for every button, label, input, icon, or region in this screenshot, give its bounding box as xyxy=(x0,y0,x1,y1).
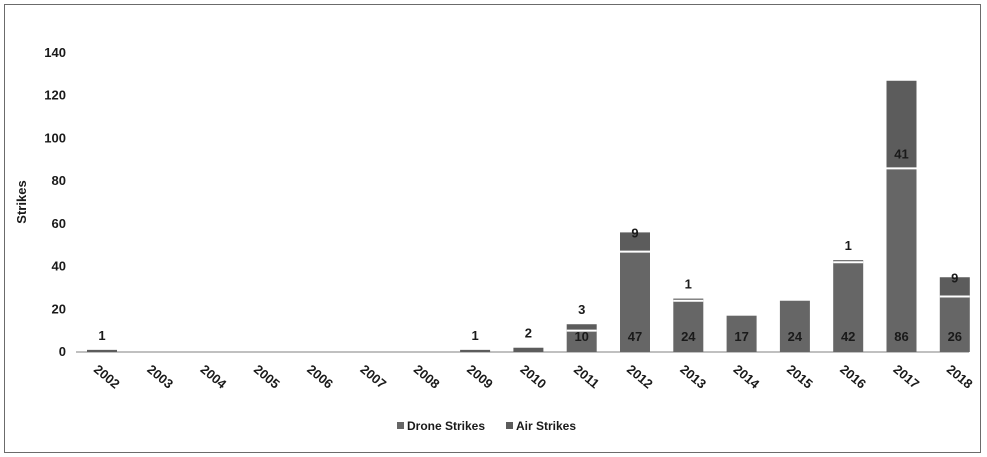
data-label-drone: 17 xyxy=(734,329,748,344)
x-axis-ticks: 2002 2003 2004 2005 2006 2007 2008 2009 2010 2011… xyxy=(91,362,976,393)
data-label-drone: 86 xyxy=(894,329,908,344)
data-label-drone: 24 xyxy=(681,329,696,344)
y-tick-label: 0 xyxy=(59,344,66,359)
y-tick-label: 120 xyxy=(44,88,66,103)
y-tick-label: 40 xyxy=(52,259,66,274)
bar-air-strikes xyxy=(87,349,117,352)
x-tick-label: 2016 xyxy=(837,362,869,392)
bar-drone-strikes xyxy=(673,300,704,352)
data-label-air: 9 xyxy=(631,225,638,240)
bar-air-strikes xyxy=(886,80,917,169)
data-label-drone: 10 xyxy=(574,329,588,344)
x-tick-label: 2005 xyxy=(251,362,283,392)
data-label-air: 3 xyxy=(578,302,585,317)
data-label-drone: 42 xyxy=(841,329,855,344)
y-tick-label: 100 xyxy=(44,130,66,145)
bar-air-strikes xyxy=(513,347,544,352)
data-label-air: 1 xyxy=(98,328,105,343)
y-axis-label: Strikes xyxy=(14,180,29,223)
bar-drone-strikes xyxy=(726,315,757,352)
y-tick-label: 60 xyxy=(52,216,66,231)
y-axis-ticks: 0 20 40 60 80 100 120 140 xyxy=(44,45,66,359)
y-tick-label: 140 xyxy=(44,45,66,60)
x-tick-label: 2004 xyxy=(198,362,230,393)
legend-label-drone: Drone Strikes xyxy=(407,419,485,433)
data-label-air: 2 xyxy=(525,326,532,341)
bar-air-strikes xyxy=(939,277,970,297)
x-tick-label: 2009 xyxy=(464,362,496,392)
data-label-air: 9 xyxy=(951,270,958,285)
legend-swatch-air xyxy=(506,422,513,429)
chart-frame xyxy=(4,4,981,453)
data-label-air: 1 xyxy=(845,238,852,253)
x-tick-label: 2017 xyxy=(890,362,922,392)
bar-air-strikes xyxy=(460,349,491,352)
bar-drone-strikes xyxy=(620,251,650,352)
bar-air-strikes xyxy=(620,232,650,252)
bar-air-strikes xyxy=(673,298,704,301)
x-tick-label: 2014 xyxy=(731,362,763,393)
x-tick-label: 2003 xyxy=(144,362,176,392)
x-tick-label: 2007 xyxy=(357,362,389,392)
data-label-air: 1 xyxy=(471,328,478,343)
bar-drone-strikes xyxy=(833,262,864,352)
bar-drone-strikes xyxy=(779,300,810,352)
legend-label-air: Air Strikes xyxy=(516,419,576,433)
x-tick-label: 2008 xyxy=(411,362,443,392)
x-tick-label: 2012 xyxy=(624,362,656,392)
x-tick-label: 2006 xyxy=(304,362,336,392)
x-tick-label: 2002 xyxy=(91,362,123,392)
data-label-air: 1 xyxy=(685,277,692,292)
y-tick-label: 80 xyxy=(52,173,66,188)
data-label-drone: 47 xyxy=(628,329,642,344)
x-tick-label: 2013 xyxy=(677,362,709,392)
bars-group: 1 1 2 10 3 47 9 24 1 17 24 42 1 86 41 26 9 xyxy=(87,80,970,352)
legend-swatch-drone xyxy=(397,422,404,429)
data-label-air: 41 xyxy=(894,146,908,161)
x-tick-label: 2015 xyxy=(784,362,816,392)
bar-drone-strikes xyxy=(939,296,970,352)
bar-air-strikes xyxy=(833,260,864,263)
x-tick-label: 2018 xyxy=(944,362,976,392)
legend: Drone Strikes Air Strikes xyxy=(397,419,576,433)
x-tick-label: 2011 xyxy=(571,362,602,392)
data-label-drone: 24 xyxy=(788,329,803,344)
y-tick-label: 20 xyxy=(52,301,66,316)
data-label-drone: 26 xyxy=(948,329,962,344)
bar-drone-strikes xyxy=(566,330,597,352)
x-tick-label: 2010 xyxy=(517,362,549,392)
bar-drone-strikes xyxy=(886,168,917,352)
bar-air-strikes xyxy=(566,324,597,331)
